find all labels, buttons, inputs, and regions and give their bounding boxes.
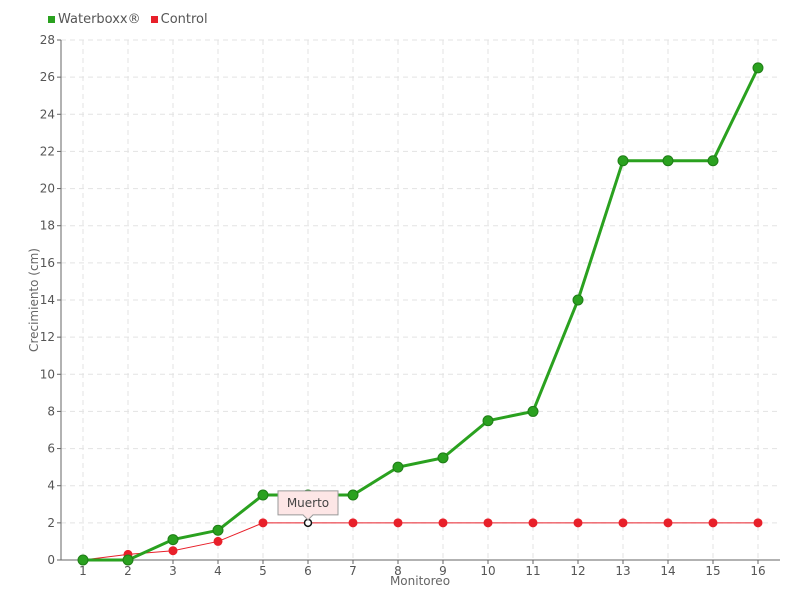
y-tick-label: 26 xyxy=(40,70,55,84)
data-point-control xyxy=(663,518,673,528)
data-point-waterboxx xyxy=(392,461,404,473)
series-line-control xyxy=(82,522,758,561)
data-point-waterboxx xyxy=(347,489,359,501)
data-point-control xyxy=(393,518,403,528)
y-tick-label: 18 xyxy=(40,219,55,233)
y-axis-title: Crecimiento (cm) xyxy=(27,248,41,352)
annotation-layer: Muerto xyxy=(277,490,339,521)
x-tick-label: 6 xyxy=(304,564,312,578)
y-tick-label: 12 xyxy=(40,330,55,344)
data-point-waterboxx xyxy=(662,155,674,167)
annotation-label: Muerto xyxy=(287,496,329,510)
y-tick-label: 14 xyxy=(40,293,55,307)
data-point-control xyxy=(258,518,268,528)
x-tick-label: 7 xyxy=(349,564,357,578)
series-layer xyxy=(77,62,764,566)
y-tick-label: 2 xyxy=(47,516,55,530)
x-tick-label: 13 xyxy=(615,564,630,578)
data-point-control xyxy=(168,546,178,556)
x-tick-label: 12 xyxy=(570,564,585,578)
data-point-control xyxy=(618,518,628,528)
data-point-waterboxx xyxy=(752,62,764,74)
y-tick-label: 24 xyxy=(40,107,55,121)
data-point-waterboxx xyxy=(617,155,629,167)
y-tick-label: 4 xyxy=(47,479,55,493)
legend-label-waterboxx: Waterboxx® xyxy=(58,12,141,27)
y-tick-label: 28 xyxy=(40,33,55,47)
data-point-waterboxx xyxy=(167,534,179,546)
x-tick-label: 8 xyxy=(394,564,402,578)
y-tick-label: 0 xyxy=(47,553,55,567)
legend-item-control[interactable]: Control xyxy=(150,12,208,27)
y-tick-label: 22 xyxy=(40,144,55,158)
x-tick-label: 16 xyxy=(750,564,765,578)
y-tick-label: 16 xyxy=(40,256,55,270)
data-point-control xyxy=(438,518,448,528)
data-point-waterboxx xyxy=(482,415,494,427)
x-tick-label: 4 xyxy=(214,564,222,578)
x-tick-label: 1 xyxy=(79,564,87,578)
data-point-waterboxx xyxy=(707,155,719,167)
data-point-waterboxx xyxy=(77,554,89,566)
series-line-waterboxx xyxy=(83,67,760,562)
y-tick-label: 8 xyxy=(47,404,55,418)
data-point-waterboxx xyxy=(212,524,224,536)
legend-label-control: Control xyxy=(160,12,208,27)
x-tick-label: 5 xyxy=(259,564,267,578)
x-tick-label: 2 xyxy=(124,564,132,578)
legend-swatch-waterboxx xyxy=(48,16,55,23)
data-point-waterboxx xyxy=(572,294,584,306)
x-tick-label: 14 xyxy=(660,564,675,578)
x-tick-label: 10 xyxy=(480,564,495,578)
x-tick-label: 3 xyxy=(169,564,177,578)
x-tick-label: 11 xyxy=(525,564,540,578)
legend-item-waterboxx[interactable]: Waterboxx® xyxy=(48,12,141,27)
data-point-control xyxy=(483,518,493,528)
y-tick-label: 10 xyxy=(40,367,55,381)
x-tick-label: 9 xyxy=(439,564,447,578)
data-point-control xyxy=(213,536,223,546)
data-point-waterboxx xyxy=(527,405,539,417)
annotation-callout xyxy=(277,490,339,521)
data-point-waterboxx xyxy=(257,489,269,501)
y-tick-label: 20 xyxy=(40,182,55,196)
grid xyxy=(61,39,780,560)
y-tick-label: 6 xyxy=(47,442,55,456)
data-point-control xyxy=(708,518,718,528)
data-point-control xyxy=(348,518,358,528)
data-point-control xyxy=(753,518,763,528)
data-point-control xyxy=(573,518,583,528)
legend: Waterboxx® Control xyxy=(48,12,208,27)
data-point-waterboxx xyxy=(122,554,134,566)
legend-swatch-control xyxy=(150,16,158,23)
x-axis-title: Monitoreo xyxy=(390,574,450,588)
data-point-waterboxx xyxy=(437,452,449,464)
data-point-control xyxy=(528,518,538,528)
x-tick-label: 15 xyxy=(705,564,720,578)
